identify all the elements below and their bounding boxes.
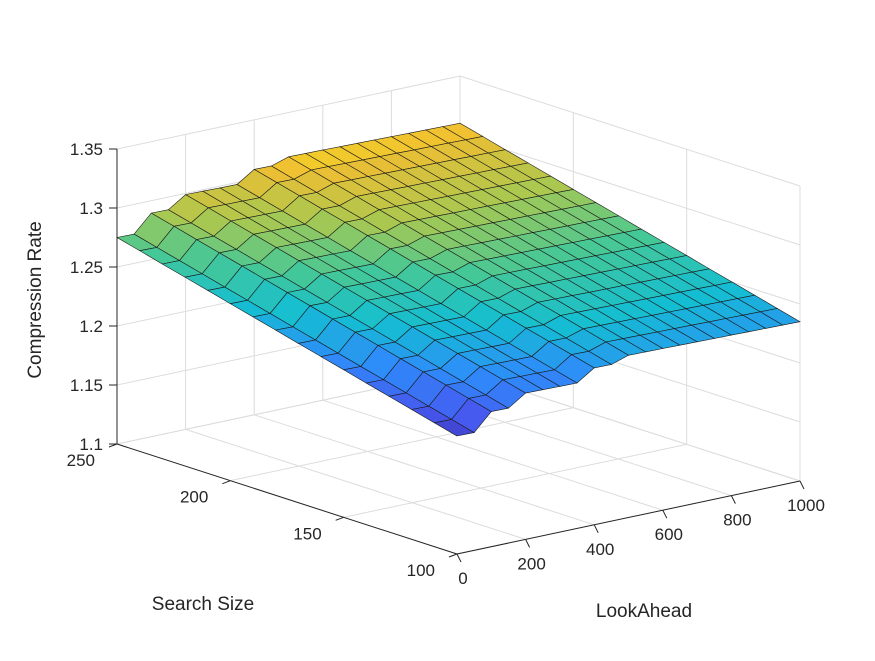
x-tick-label: 800 xyxy=(723,511,751,530)
grid-line xyxy=(116,75,461,150)
y-axis-label: Search Size xyxy=(152,594,254,615)
x-tick-label: 1000 xyxy=(787,496,825,515)
grid-line xyxy=(343,443,687,518)
y-tick-mark xyxy=(335,516,344,521)
grid-line xyxy=(322,399,663,511)
x-tick-mark xyxy=(525,539,531,548)
x-tick-mark xyxy=(456,553,462,563)
z-tick-label: 1.15 xyxy=(70,376,103,395)
x-tick-mark xyxy=(662,509,668,519)
grid-line xyxy=(459,134,801,246)
y-tick-label: 200 xyxy=(180,488,208,507)
z-tick-label: 1.1 xyxy=(79,435,103,454)
x-tick-mark xyxy=(593,524,599,534)
z-tick-label: 1.2 xyxy=(79,317,103,336)
x-tick-label: 400 xyxy=(586,540,614,559)
x-tick-label: 200 xyxy=(517,554,545,573)
y-tick-label: 100 xyxy=(407,561,435,580)
surface-patch xyxy=(433,419,475,437)
x-axis-line xyxy=(456,480,801,555)
x-axis-label: LookAhead xyxy=(596,601,692,622)
z-tick-label: 1.25 xyxy=(70,258,103,277)
x-tick-label: 0 xyxy=(458,569,467,588)
x-tick-label: 600 xyxy=(655,525,683,544)
z-tick-label: 1.3 xyxy=(79,199,103,218)
y-tick-mark xyxy=(222,480,231,485)
z-axis-label: Compression Rate xyxy=(25,221,46,378)
grid-line xyxy=(459,75,801,187)
x-tick-mark xyxy=(730,495,736,504)
y-axis-line xyxy=(116,443,458,555)
y-tick-label: 250 xyxy=(67,451,95,470)
surface xyxy=(116,122,801,437)
y-tick-label: 150 xyxy=(293,524,321,543)
x-tick-mark xyxy=(799,480,805,490)
y-tick-mark xyxy=(448,553,458,558)
grid-line xyxy=(185,428,526,540)
grid-line xyxy=(254,414,595,526)
z-tick-label: 1.35 xyxy=(70,140,103,159)
grid-line xyxy=(230,407,574,482)
